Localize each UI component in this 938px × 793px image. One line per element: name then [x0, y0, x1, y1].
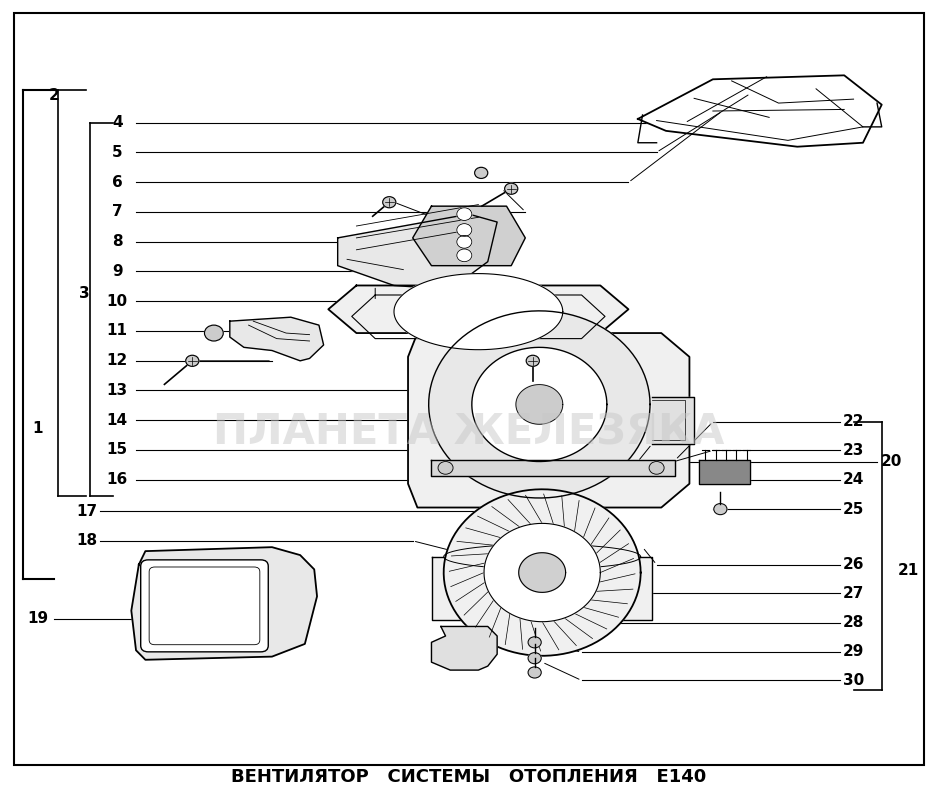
- Text: 14: 14: [107, 413, 128, 427]
- Polygon shape: [652, 396, 694, 444]
- Polygon shape: [431, 460, 675, 476]
- Circle shape: [528, 667, 541, 678]
- Circle shape: [383, 197, 396, 208]
- Polygon shape: [484, 523, 600, 622]
- Text: 18: 18: [77, 534, 98, 548]
- Circle shape: [438, 462, 453, 474]
- Text: 10: 10: [107, 294, 128, 308]
- Text: 8: 8: [112, 235, 123, 249]
- Text: 29: 29: [843, 645, 864, 659]
- Text: 30: 30: [843, 673, 864, 688]
- Polygon shape: [519, 553, 566, 592]
- Text: 5: 5: [112, 145, 123, 159]
- Polygon shape: [230, 317, 324, 361]
- Polygon shape: [699, 460, 750, 484]
- Polygon shape: [338, 214, 497, 289]
- Text: 12: 12: [107, 354, 128, 368]
- Text: 15: 15: [107, 442, 128, 457]
- Text: 28: 28: [843, 615, 864, 630]
- Text: 26: 26: [843, 557, 864, 572]
- Polygon shape: [472, 347, 607, 462]
- Circle shape: [526, 355, 539, 366]
- Circle shape: [457, 224, 472, 236]
- Text: 24: 24: [843, 473, 864, 487]
- Text: 13: 13: [107, 383, 128, 397]
- Circle shape: [505, 183, 518, 194]
- Text: 27: 27: [843, 586, 864, 600]
- Polygon shape: [444, 489, 641, 656]
- Text: ПЛАНЕТА ЖЕЛЕЗЯКА: ПЛАНЕТА ЖЕЛЕЗЯКА: [213, 412, 725, 453]
- Circle shape: [475, 167, 488, 178]
- Text: 17: 17: [77, 504, 98, 519]
- Text: 21: 21: [898, 564, 918, 578]
- Polygon shape: [394, 274, 563, 350]
- Text: 23: 23: [843, 443, 864, 458]
- Polygon shape: [328, 285, 628, 333]
- Text: 22: 22: [843, 415, 864, 429]
- Text: 25: 25: [843, 502, 864, 516]
- Text: 3: 3: [79, 286, 90, 301]
- Circle shape: [457, 249, 472, 262]
- Text: ВЕНТИЛЯТОР   СИСТЕМЫ   ОТОПЛЕНИЯ   Е140: ВЕНТИЛЯТОР СИСТЕМЫ ОТОПЛЕНИЯ Е140: [232, 768, 706, 786]
- Text: 11: 11: [107, 324, 128, 338]
- Polygon shape: [432, 557, 652, 620]
- Polygon shape: [413, 206, 525, 266]
- Circle shape: [649, 462, 664, 474]
- Text: 16: 16: [107, 473, 128, 487]
- Circle shape: [528, 653, 541, 664]
- Text: 2: 2: [49, 88, 60, 102]
- Text: 20: 20: [881, 454, 901, 469]
- Circle shape: [457, 236, 472, 248]
- Polygon shape: [431, 626, 497, 670]
- Polygon shape: [638, 75, 882, 147]
- Circle shape: [528, 637, 541, 648]
- Circle shape: [457, 208, 472, 220]
- Circle shape: [714, 504, 727, 515]
- Text: 19: 19: [27, 611, 48, 626]
- Circle shape: [186, 355, 199, 366]
- Polygon shape: [408, 333, 689, 508]
- Text: 9: 9: [112, 264, 123, 278]
- Polygon shape: [516, 385, 563, 424]
- Text: 1: 1: [32, 421, 43, 435]
- Polygon shape: [429, 311, 650, 498]
- Text: 7: 7: [112, 205, 123, 219]
- Circle shape: [204, 325, 223, 341]
- Polygon shape: [131, 547, 317, 660]
- Text: 4: 4: [112, 116, 123, 130]
- FancyBboxPatch shape: [141, 560, 268, 652]
- Text: 6: 6: [112, 175, 123, 190]
